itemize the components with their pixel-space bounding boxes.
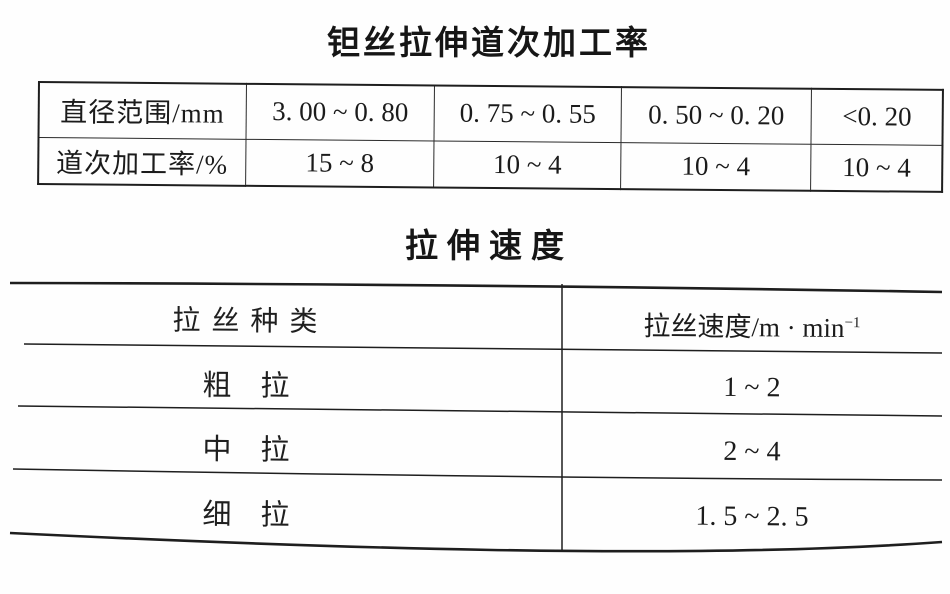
wire-type-cell: 粗 拉 <box>202 369 290 403</box>
reduction-rate-cell: 10 ~ 4 <box>434 140 621 190</box>
speed-value-cell: 2 ~ 4 <box>723 435 781 468</box>
header-drawing-speed-unit: 拉丝速度/m · min <box>643 310 845 343</box>
table-row-reduction-rate: 道次加工率/% 15 ~ 8 10 ~ 4 10 ~ 4 10 ~ 4 <box>38 137 943 192</box>
pass-reduction-table: 直径范围/mm 3. 00 ~ 0. 80 0. 75 ~ 0. 55 0. 5… <box>37 81 944 193</box>
table-row-medium-drawing: 中 拉 2 ~ 4 <box>10 413 943 486</box>
reduction-rate-cell: 10 ~ 4 <box>810 143 943 192</box>
table-row-fine-drawing: 细 拉 1. 5 ~ 2. 5 <box>10 477 943 552</box>
table-row-coarse-drawing: 粗 拉 1 ~ 2 <box>10 350 943 421</box>
diameter-range-cell: 0. 75 ~ 0. 55 <box>434 85 622 143</box>
speed-value-cell: 1. 5 ~ 2. 5 <box>695 500 809 533</box>
row-label-diameter-range: 直径范围/mm <box>38 82 246 139</box>
drawing-speed-table-title: 拉伸速度 <box>405 227 573 264</box>
header-wire-type: 拉 丝 种 类 <box>172 305 320 338</box>
drawing-speed-header-row: 拉 丝 种 类 拉丝速度/m · min−1 <box>10 286 943 357</box>
diameter-range-cell: 3. 00 ~ 0. 80 <box>245 83 435 141</box>
table-row-diameter-range: 直径范围/mm 3. 00 ~ 0. 80 0. 75 ~ 0. 55 0. 5… <box>38 82 943 145</box>
diameter-range-cell: 0. 50 ~ 0. 20 <box>620 87 812 144</box>
superscript-exponent: −1 <box>844 314 861 331</box>
diameter-range-cell: <0. 20 <box>811 88 943 145</box>
row-label-reduction-rate: 道次加工率/% <box>38 137 246 186</box>
wire-type-cell: 中 拉 <box>202 433 290 467</box>
reduction-rate-cell: 10 ~ 4 <box>620 142 812 191</box>
pass-reduction-table-title: 钽丝拉伸道次加工率 <box>327 24 651 61</box>
wire-type-cell: 细 拉 <box>202 498 290 532</box>
header-drawing-speed: 拉丝速度/m · min−1 <box>562 303 942 346</box>
reduction-rate-cell: 15 ~ 8 <box>245 138 435 188</box>
speed-value-cell: 1 ~ 2 <box>723 371 781 404</box>
